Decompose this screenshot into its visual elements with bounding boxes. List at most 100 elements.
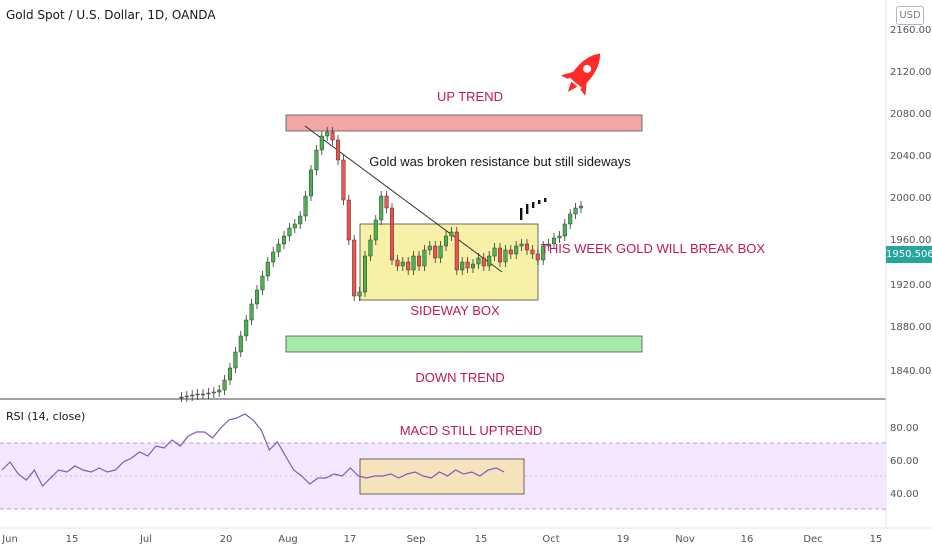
candle: [303, 195, 308, 217]
projection-bar: [544, 198, 547, 202]
candle: [503, 249, 508, 263]
candle: [438, 245, 443, 259]
price-tick: 2040.000: [890, 151, 932, 162]
candle: [406, 261, 411, 271]
rsi-label[interactable]: RSI (14, close): [6, 410, 86, 423]
up-trend-label: UP TREND: [437, 89, 503, 104]
candle: [319, 135, 324, 151]
candle: [530, 249, 535, 255]
candle: [444, 235, 449, 247]
candle: [271, 251, 276, 263]
candle: [417, 255, 422, 267]
candlestick-series: [179, 127, 584, 402]
candle: [249, 303, 254, 321]
candle: [330, 131, 335, 141]
candle: [260, 275, 265, 291]
resistance-zone: [285, 114, 643, 132]
candle: [400, 261, 405, 267]
rsi-line: [1, 413, 505, 488]
candle: [390, 207, 395, 261]
currency-button[interactable]: USD: [896, 6, 924, 25]
time-tick: 15: [66, 534, 79, 545]
candle: [535, 253, 540, 261]
candle: [254, 289, 259, 305]
candle: [492, 247, 497, 257]
price-tick: 1880.000: [890, 322, 932, 333]
candle: [454, 231, 459, 271]
candle: [546, 243, 551, 247]
down-trend-label: DOWN TREND: [415, 370, 504, 385]
candle: [200, 393, 205, 396]
rsi-box: [359, 458, 525, 495]
projection-bar: [520, 208, 523, 220]
candle: [498, 247, 503, 263]
candle: [346, 199, 351, 241]
support-zone: [285, 335, 643, 353]
price-tick: 2120.000: [890, 67, 932, 78]
candle: [227, 367, 232, 381]
time-tick: 16: [741, 534, 754, 545]
candle: [487, 255, 492, 267]
time-tick: Dec: [803, 534, 822, 545]
candle: [514, 245, 519, 255]
rsi-tick: 60.00: [890, 456, 919, 467]
candle: [341, 159, 346, 201]
candle: [519, 243, 524, 247]
time-tick: Oct: [542, 534, 559, 545]
rsi-tick: 80.00: [890, 423, 919, 434]
candle: [465, 261, 470, 269]
sideway-box-label: SIDEWAY BOX: [410, 303, 500, 318]
candle: [449, 231, 454, 237]
time-tick: 20: [220, 534, 233, 545]
candle: [244, 319, 249, 337]
time-tick: 15: [870, 534, 883, 545]
candle: [357, 291, 362, 297]
candle: [379, 195, 384, 221]
candle: [206, 392, 211, 395]
projection-bar: [532, 202, 535, 208]
candle: [292, 223, 297, 229]
candle: [336, 139, 341, 161]
time-tick: 15: [475, 534, 488, 545]
candle: [363, 255, 368, 293]
price-tick: 2080.000: [890, 109, 932, 120]
candle: [298, 215, 303, 225]
price-tick: 1840.000: [890, 366, 932, 377]
resistance-note: Gold was broken resistance but still sid…: [369, 154, 631, 169]
candle: [573, 207, 578, 215]
candle: [190, 394, 195, 397]
rsi-tick: 40.00: [890, 489, 919, 500]
candle: [525, 243, 530, 251]
candle: [481, 257, 486, 267]
sideway-box: [359, 223, 539, 301]
macd-note: MACD STILL UPTREND: [400, 423, 543, 438]
candle: [384, 195, 389, 209]
candle: [568, 213, 573, 225]
candle: [427, 245, 432, 251]
price-tick: 2160.000: [890, 25, 932, 36]
price-tick: 2000.000: [890, 193, 932, 204]
rocket-icon: [560, 53, 600, 97]
candle: [541, 245, 546, 261]
candle: [195, 393, 200, 396]
candle: [422, 249, 427, 267]
candle: [411, 255, 416, 271]
candle: [184, 395, 189, 398]
time-tick: Jul: [139, 534, 152, 545]
current-price-tag: 1950.506: [886, 246, 932, 263]
breakout-note: THIS WEEK GOLD WILL BREAK BOX: [541, 241, 766, 256]
time-tick: 19: [617, 534, 630, 545]
chart-title[interactable]: Gold Spot / U.S. Dollar, 1D, OANDA: [6, 8, 216, 22]
candle: [562, 223, 567, 237]
candle: [352, 239, 357, 297]
price-tick: 1960.000: [890, 235, 932, 246]
projection-bar: [526, 204, 529, 214]
candle: [233, 351, 238, 369]
time-tick: Jun: [1, 534, 18, 545]
time-tick: 17: [344, 534, 357, 545]
candle: [508, 249, 513, 255]
candle: [314, 149, 319, 171]
candle: [433, 245, 438, 259]
candle: [395, 259, 400, 267]
